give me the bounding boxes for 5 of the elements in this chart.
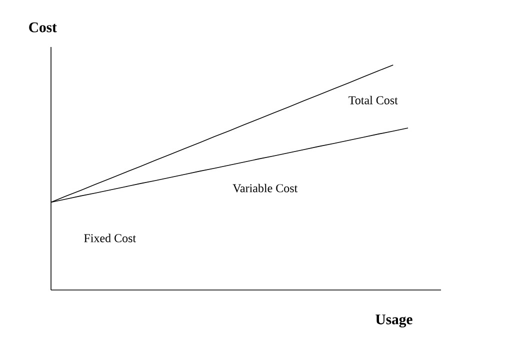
series-label: Variable Cost <box>232 184 298 192</box>
y-axis-title: Cost <box>29 22 57 32</box>
annotation: Fixed Cost <box>84 234 136 242</box>
series-label: Total Cost <box>348 96 398 104</box>
x-axis-title: Usage <box>376 314 412 328</box>
